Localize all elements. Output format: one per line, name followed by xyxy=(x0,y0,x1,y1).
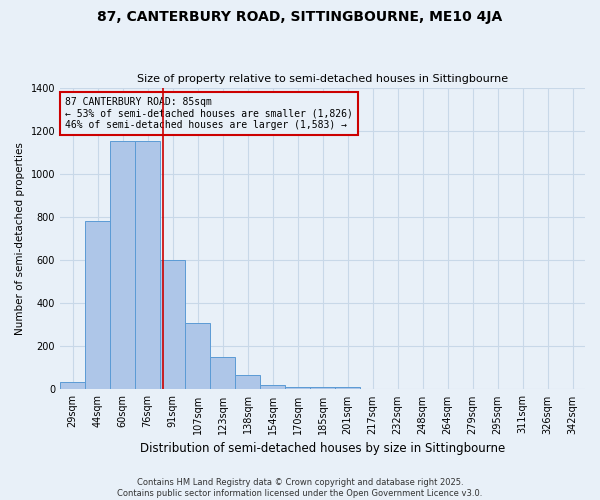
Text: Contains HM Land Registry data © Crown copyright and database right 2025.
Contai: Contains HM Land Registry data © Crown c… xyxy=(118,478,482,498)
Bar xyxy=(85,221,110,390)
Bar xyxy=(160,260,185,390)
Bar xyxy=(185,322,210,390)
Y-axis label: Number of semi-detached properties: Number of semi-detached properties xyxy=(15,142,25,335)
Bar xyxy=(310,388,335,390)
Bar xyxy=(60,382,85,390)
Bar xyxy=(335,388,360,390)
Text: 87, CANTERBURY ROAD, SITTINGBOURNE, ME10 4JA: 87, CANTERBURY ROAD, SITTINGBOURNE, ME10… xyxy=(97,10,503,24)
X-axis label: Distribution of semi-detached houses by size in Sittingbourne: Distribution of semi-detached houses by … xyxy=(140,442,505,455)
Title: Size of property relative to semi-detached houses in Sittingbourne: Size of property relative to semi-detach… xyxy=(137,74,508,84)
Bar xyxy=(285,388,310,390)
Bar xyxy=(110,142,135,390)
Text: 87 CANTERBURY ROAD: 85sqm
← 53% of semi-detached houses are smaller (1,826)
46% : 87 CANTERBURY ROAD: 85sqm ← 53% of semi-… xyxy=(65,96,353,130)
Bar xyxy=(210,357,235,390)
Bar xyxy=(235,376,260,390)
Bar xyxy=(135,142,160,390)
Bar xyxy=(260,385,285,390)
